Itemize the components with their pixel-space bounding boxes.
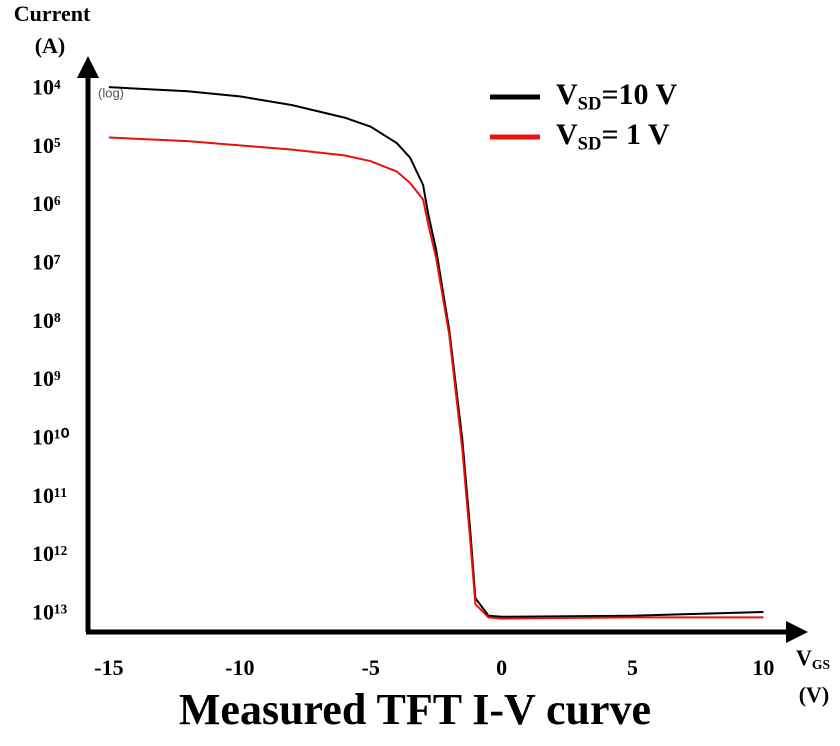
x-tick-label: 5 bbox=[627, 655, 638, 680]
x-tick-label: 10 bbox=[752, 655, 774, 680]
x-axis-arrow bbox=[786, 621, 808, 643]
data-line bbox=[108, 136, 764, 620]
y-axis-label: Current bbox=[14, 1, 91, 26]
y-tick-label: 10⁶ bbox=[32, 191, 61, 216]
data-line bbox=[108, 86, 764, 618]
y-tick-label: 10¹² bbox=[32, 541, 68, 566]
y-tick-label: 10⁴ bbox=[32, 75, 61, 100]
x-tick-label: 0 bbox=[496, 655, 507, 680]
scale-note: (log) bbox=[98, 85, 124, 100]
legend-label: VSD=10 V bbox=[556, 78, 678, 115]
y-tick-label: 10⁵ bbox=[32, 133, 61, 158]
x-tick-label: -15 bbox=[94, 655, 123, 680]
y-tick-label: 10⁷ bbox=[32, 250, 61, 275]
y-tick-label: 10⁸ bbox=[32, 308, 61, 333]
x-axis-label: VGS bbox=[796, 645, 830, 672]
x-axis-unit: (V) bbox=[799, 682, 830, 707]
y-axis-unit: (A) bbox=[35, 33, 66, 58]
chart-title: Measured TFT I-V curve bbox=[179, 685, 651, 734]
legend-label: VSD= 1 V bbox=[556, 118, 670, 155]
y-tick-label: 10¹³ bbox=[32, 599, 68, 624]
y-tick-label: 10⁹ bbox=[32, 366, 61, 391]
x-tick-label: -10 bbox=[225, 655, 254, 680]
y-axis-arrow bbox=[77, 56, 99, 78]
x-tick-label: -5 bbox=[362, 655, 380, 680]
y-tick-label: 10¹¹ bbox=[32, 483, 67, 508]
y-tick-label: 10¹⁰ bbox=[32, 424, 70, 449]
